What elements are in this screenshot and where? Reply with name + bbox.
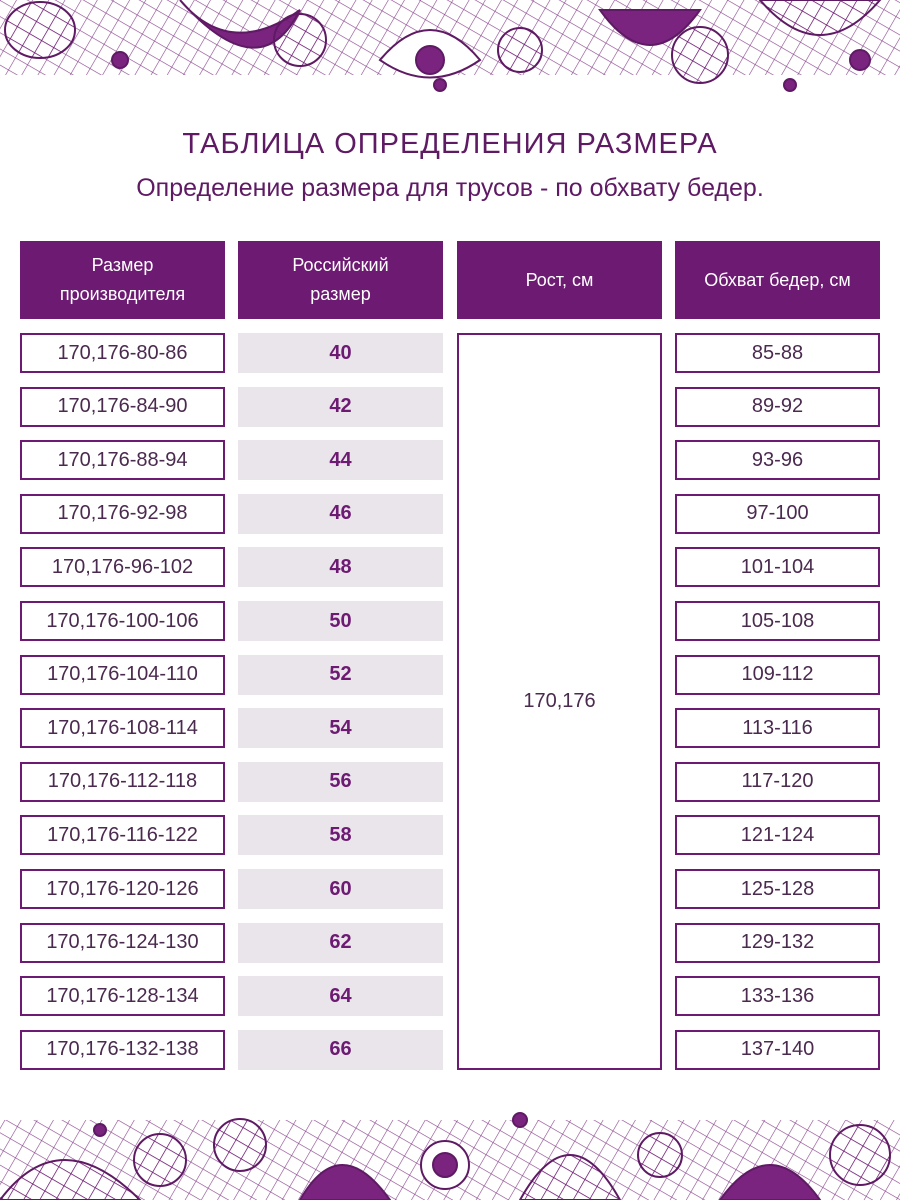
hip-girth: 105-108 <box>675 601 880 641</box>
russian-size: 62 <box>238 922 443 963</box>
header-line: размер <box>310 284 371 304</box>
russian-size: 44 <box>238 440 443 481</box>
russian-size: 50 <box>238 601 443 641</box>
hip-girth: 89-92 <box>675 386 880 427</box>
header-line: Размер <box>91 255 154 276</box>
manufacturer-size: 170,176-116-122 <box>20 815 225 856</box>
manufacturer-size: 170,176-104-110 <box>20 654 225 695</box>
header-line: Рост, см <box>525 269 594 290</box>
russian-size: 56 <box>238 761 443 802</box>
column-header: Обхват бедер, см <box>675 241 880 319</box>
hip-girth: 125-128 <box>675 869 880 909</box>
manufacturer-size: 170,176-124-130 <box>20 922 225 963</box>
header-line: производителя <box>59 284 186 304</box>
hip-girth: 129-132 <box>675 922 880 963</box>
column-header: Рост, см <box>457 241 662 319</box>
hip-girth: 117-120 <box>675 761 880 802</box>
manufacturer-size: 170,176-80-86 <box>20 333 225 373</box>
manufacturer-size: 170,176-96-102 <box>20 547 225 588</box>
hip-girth: 97-100 <box>675 493 880 534</box>
manufacturer-size: 170,176-120-126 <box>20 869 225 909</box>
title: ТАБЛИЦА ОПРЕДЕЛЕНИЯ РАЗМЕРА <box>182 128 718 160</box>
russian-size: 64 <box>238 976 443 1017</box>
russian-size: 46 <box>238 493 443 534</box>
russian-size: 52 <box>238 654 443 695</box>
russian-size: 40 <box>238 333 443 373</box>
hip-girth: 93-96 <box>675 440 880 481</box>
hip-girth: 85-88 <box>675 333 880 373</box>
header-line: Российский <box>292 255 389 276</box>
hip-girth: 101-104 <box>675 547 880 588</box>
russian-size: 42 <box>238 386 443 427</box>
lace-border-bottom <box>0 1112 900 1200</box>
manufacturer-size: 170,176-100-106 <box>20 601 225 641</box>
hip-girth: 109-112 <box>675 654 880 695</box>
manufacturer-size: 170,176-112-118 <box>20 761 225 802</box>
lace-border-top <box>0 0 900 92</box>
manufacturer-size: 170,176-108-114 <box>20 708 225 749</box>
manufacturer-size: 170,176-84-90 <box>20 386 225 427</box>
manufacturer-size: 170,176-128-134 <box>20 976 225 1017</box>
russian-size: 58 <box>238 815 443 856</box>
manufacturer-size: 170,176-88-94 <box>20 440 225 481</box>
height-cell: 170,176 <box>457 333 662 1070</box>
russian-size: 66 <box>238 1029 443 1070</box>
hip-girth: 113-116 <box>675 708 880 749</box>
russian-size: 60 <box>238 869 443 909</box>
manufacturer-size: 170,176-132-138 <box>20 1029 225 1070</box>
column-header: Российский размер <box>238 241 443 319</box>
russian-size: 54 <box>238 708 443 749</box>
russian-size: 48 <box>238 547 443 588</box>
hip-girth: 121-124 <box>675 815 880 856</box>
subtitle: Определение размера для трусов - по обхв… <box>136 174 764 202</box>
manufacturer-size: 170,176-92-98 <box>20 493 225 534</box>
header-line: Обхват бедер, см <box>704 269 851 290</box>
column-header: Размер производителя <box>20 241 225 319</box>
hip-girth: 133-136 <box>675 976 880 1017</box>
hip-girth: 137-140 <box>675 1029 880 1070</box>
